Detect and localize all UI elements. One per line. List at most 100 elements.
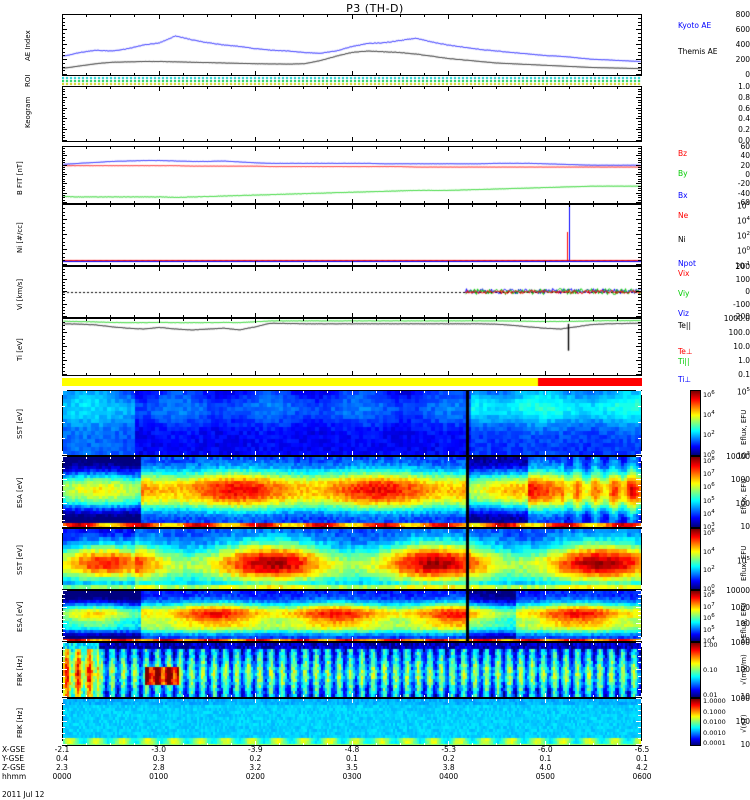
- y-tick-mark: [62, 234, 67, 235]
- x-tick-mark: [327, 391, 328, 393]
- x-tick-mark: [496, 453, 497, 455]
- y-tick-mark: [638, 335, 641, 337]
- y-axis-title-bfit: B FIT [nT]: [16, 161, 24, 195]
- x-tick-mark: [231, 743, 232, 745]
- y-tick-mark: [638, 715, 641, 717]
- x-tick-mark: [472, 263, 473, 265]
- x-tick-mark: [183, 639, 184, 641]
- y-tick-mark: [638, 137, 641, 139]
- x-tick-mark: [134, 267, 135, 269]
- x-tick-mark: [352, 451, 353, 455]
- x-tick-mark: [207, 525, 208, 527]
- y-tick-mark: [62, 640, 67, 641]
- x-tick-mark: [448, 693, 449, 697]
- x-tick-mark: [134, 373, 135, 375]
- x-axis-value-z: 3.5: [346, 763, 358, 772]
- x-tick-mark: [207, 267, 208, 269]
- y-tick-mark: [636, 390, 641, 391]
- x-tick-mark: [424, 15, 425, 17]
- panel-ae: [62, 14, 642, 76]
- x-tick-mark: [62, 87, 63, 91]
- plot-canvas-ti: [63, 319, 641, 375]
- x-tick-mark: [110, 699, 111, 701]
- x-tick-mark: [593, 267, 594, 269]
- y-tick-mark: [638, 610, 641, 612]
- y-tick-mark: [62, 91, 65, 93]
- x-tick-mark: [255, 147, 256, 151]
- colorbar-tick-label: 105: [703, 495, 715, 505]
- y-tick-mark: [638, 260, 641, 262]
- x-tick-mark: [569, 391, 570, 393]
- x-tick-mark: [303, 591, 304, 593]
- x-tick-mark: [62, 261, 63, 265]
- x-tick-mark: [472, 525, 473, 527]
- x-tick-mark: [110, 315, 111, 317]
- y-tick-mark: [62, 115, 65, 117]
- x-tick-mark: [617, 699, 618, 701]
- x-tick-mark: [472, 147, 473, 149]
- y-tick-mark: [638, 353, 641, 354]
- x-tick-mark: [183, 643, 184, 645]
- y-tick-mark: [62, 102, 65, 104]
- x-tick-mark: [617, 205, 618, 207]
- legend-bz: Bz: [678, 149, 688, 158]
- y-tick-mark: [638, 176, 641, 178]
- x-tick-mark: [279, 525, 280, 527]
- x-tick-mark: [569, 529, 570, 531]
- x-tick-mark: [617, 315, 618, 317]
- y-axis-title-keogram: Keogram: [24, 96, 32, 128]
- y-tick-label: 800: [735, 10, 750, 19]
- y-tick-label: 0.4: [738, 114, 750, 124]
- legend-bx: Bx: [678, 191, 688, 200]
- y-tick-mark: [62, 126, 65, 128]
- y-tick-mark: [62, 153, 65, 154]
- x-tick-mark: [593, 147, 594, 149]
- x-tick-mark: [448, 699, 449, 703]
- y-tick-mark: [636, 74, 641, 75]
- x-tick-mark: [520, 267, 521, 269]
- y-tick-mark: [62, 297, 65, 299]
- y-tick-mark: [636, 155, 641, 157]
- y-tick-mark: [638, 321, 641, 323]
- x-tick-mark: [617, 639, 618, 641]
- x-tick-mark: [303, 315, 304, 317]
- x-axis-value-z: 2.3: [56, 763, 68, 772]
- y-tick-mark: [62, 74, 67, 75]
- x-tick-mark: [62, 205, 63, 209]
- y-tick-mark: [62, 406, 65, 407]
- page-title: P3 (TH-D): [346, 2, 404, 15]
- y-tick-mark: [62, 167, 65, 168]
- y-tick-mark: [62, 491, 65, 492]
- x-tick-mark: [231, 315, 232, 317]
- y-tick-label: 103: [736, 451, 750, 461]
- x-tick-mark: [424, 591, 425, 593]
- x-tick-mark: [207, 587, 208, 589]
- x-tick-mark: [159, 147, 160, 151]
- y-axis-title-ni: Ni [#/cc]: [16, 222, 24, 253]
- x-tick-mark: [641, 71, 642, 75]
- x-tick-mark: [110, 743, 111, 745]
- colorbar-tick-label: 0.1000: [703, 707, 726, 716]
- x-tick-mark: [496, 529, 497, 531]
- y-tick-mark: [62, 104, 65, 106]
- x-tick-mark: [641, 267, 642, 271]
- y-tick-mark: [62, 590, 67, 591]
- y-tick-mark: [638, 110, 641, 112]
- x-tick-mark: [569, 15, 570, 17]
- x-tick-mark: [231, 267, 232, 269]
- x-axis-row-label: hhmm: [2, 772, 27, 781]
- x-tick-mark: [159, 523, 160, 527]
- y-tick-label: 100: [735, 717, 750, 726]
- legend-viy: Viy: [678, 289, 690, 298]
- x-tick-mark: [545, 313, 546, 317]
- y-tick-label: 105: [736, 201, 750, 211]
- y-tick-label: -200: [732, 312, 750, 321]
- y-tick-mark: [636, 107, 641, 109]
- x-tick-mark: [400, 147, 401, 149]
- y-tick-label: -100: [732, 299, 750, 309]
- panel-ni: [62, 204, 642, 266]
- colorbar-tick-label: 100: [703, 450, 715, 460]
- y-tick-mark: [636, 118, 641, 120]
- y-tick-mark: [636, 0, 641, 1]
- x-tick-mark: [183, 591, 184, 593]
